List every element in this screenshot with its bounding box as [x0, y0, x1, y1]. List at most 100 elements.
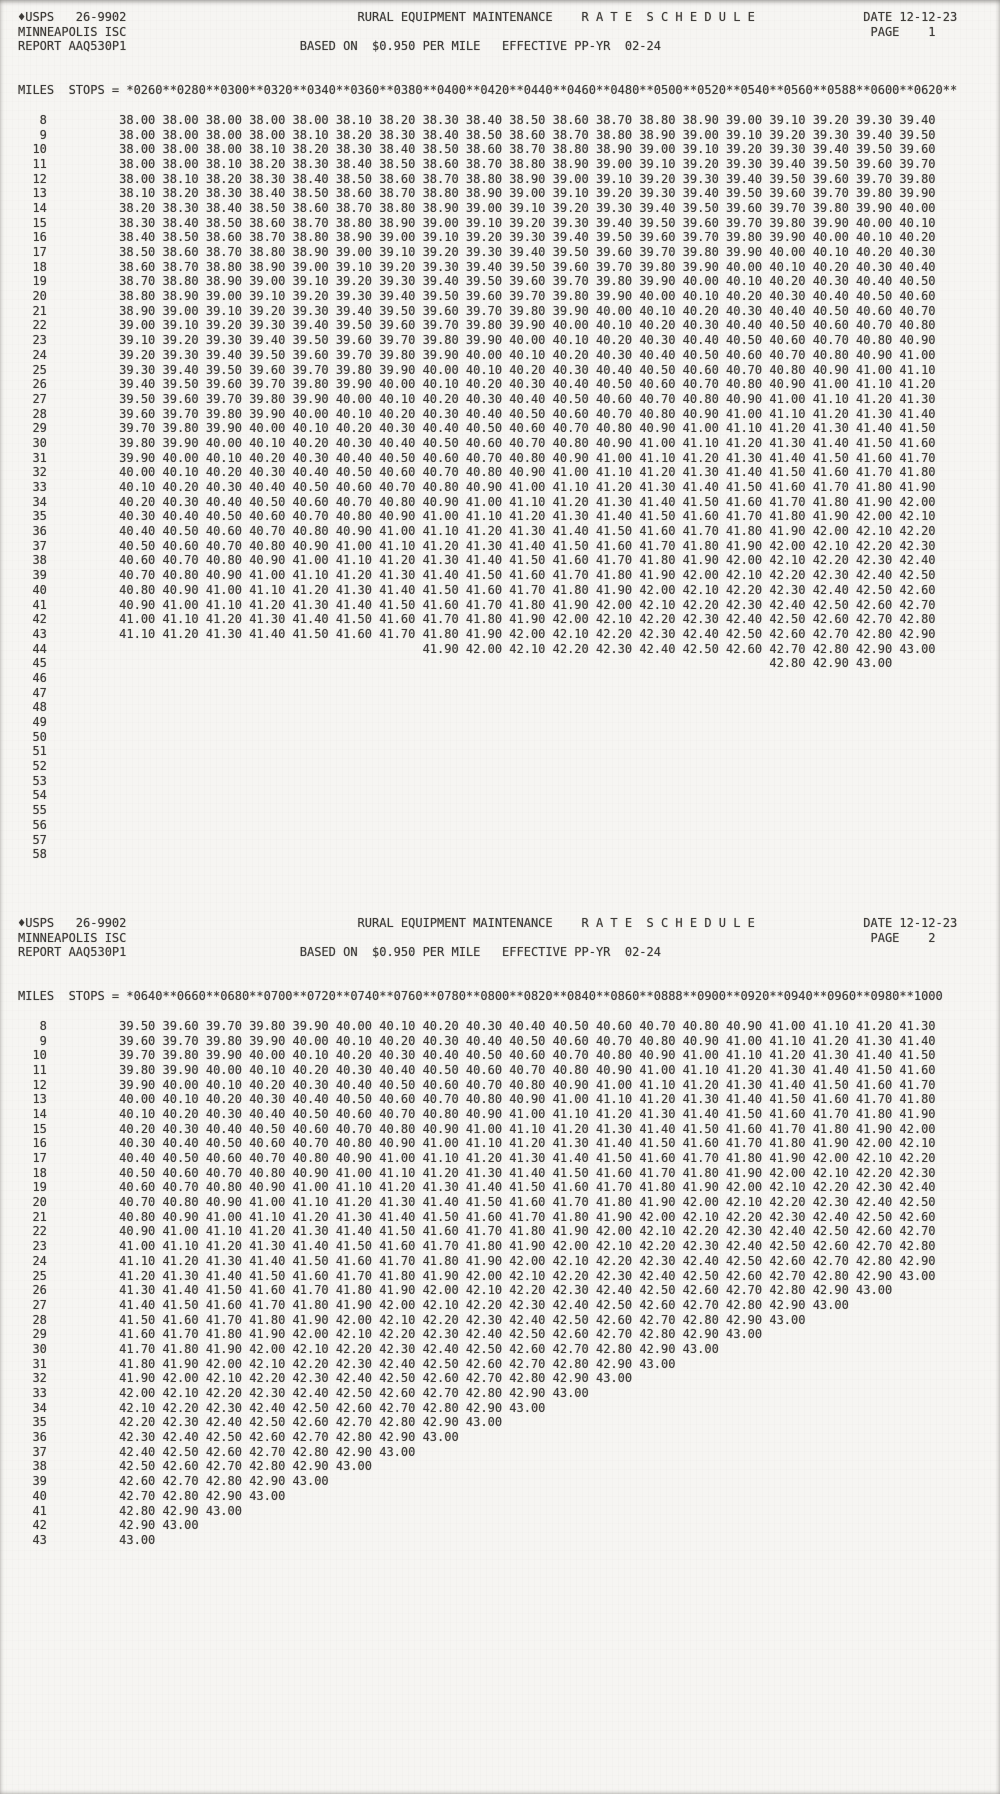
rate-row-mile-35: 35 42.20 42.30 42.40 42.50 42.60 42.70 4…	[18, 1415, 503, 1430]
rate-row-mile-15: 15 40.20 40.30 40.40 40.50 40.60 40.70 4…	[18, 1121, 936, 1136]
rate-row-mile-56: 56	[18, 817, 120, 832]
rate-row-mile-36: 36 42.30 42.40 42.50 42.60 42.70 42.80 4…	[18, 1430, 459, 1445]
miles-stops-label: MILES STOPS =	[18, 989, 127, 1004]
rate-row-mile-21: 21 40.80 40.90 41.00 41.10 41.20 41.30 4…	[18, 1209, 936, 1224]
rate-row-mile-55: 55	[18, 803, 120, 818]
header-line-3: REPORT AAQ530P1 BASED ON $0.950 PER MILE…	[18, 39, 982, 54]
rate-row-mile-8: 8 38.00 38.00 38.00 38.00 38.00 38.10 38…	[18, 112, 936, 127]
rate-row-mile-23: 23 39.10 39.20 39.30 39.40 39.50 39.60 3…	[18, 333, 936, 348]
rate-row-mile-30: 30 41.70 41.80 41.90 42.00 42.10 42.20 4…	[18, 1341, 719, 1356]
page-number: PAGE 2	[870, 930, 936, 945]
rate-row-mile-17: 17 38.50 38.60 38.70 38.80 38.90 39.00 3…	[18, 245, 936, 259]
rate-row-mile-48: 48	[18, 700, 120, 715]
report-title: RURAL EQUIPMENT MAINTENANCE	[357, 10, 553, 24]
rate-row-mile-24: 24 39.20 39.30 39.40 39.50 39.60 39.70 3…	[18, 347, 936, 362]
rate-row-mile-12: 12 39.90 40.00 40.10 40.20 40.30 40.40 4…	[18, 1077, 936, 1092]
rate-row-mile-40: 40 40.80 40.90 41.00 41.10 41.20 41.30 4…	[18, 582, 936, 597]
rate-row-mile-39: 39 42.60 42.70 42.80 42.90 43.00	[18, 1474, 329, 1489]
column-header-line: MILES STOPS = *0640**0660**0680**0700**0…	[18, 989, 982, 1004]
rate-row-mile-54: 54	[18, 788, 120, 803]
rate-row-mile-22: 22 39.00 39.10 39.20 39.30 39.40 39.50 3…	[18, 318, 936, 333]
miles-stops-label: MILES STOPS =	[18, 83, 127, 98]
rate-row-mile-17: 17 40.40 40.50 40.60 40.70 40.80 40.90 4…	[18, 1151, 936, 1165]
blank-line	[18, 960, 982, 975]
rate-row-mile-34: 34 40.20 40.30 40.40 40.50 40.60 40.70 4…	[18, 494, 936, 509]
office-name: MINNEAPOLIS ISC	[18, 24, 127, 39]
report-title: RURAL EQUIPMENT MAINTENANCE	[357, 916, 553, 930]
rate-row-mile-16: 16 38.40 38.50 38.60 38.70 38.80 38.90 3…	[18, 230, 936, 245]
rate-row-mile-57: 57	[18, 832, 120, 847]
rate-row-mile-18: 18 40.50 40.60 40.70 40.80 40.90 41.00 4…	[18, 1165, 936, 1180]
rate-row-mile-31: 31 41.80 41.90 42.00 42.10 42.20 42.30 4…	[18, 1356, 676, 1371]
rate-row-mile-8: 8 39.50 39.60 39.70 39.80 39.90 40.00 40…	[18, 1018, 936, 1033]
rate-row-mile-45: 45 42.80 42.90 43.00	[18, 656, 893, 671]
rate-basis-line: BASED ON $0.950 PER MILE EFFECTIVE PP-YR…	[299, 945, 661, 960]
rate-row-mile-13: 13 40.00 40.10 40.20 40.30 40.40 40.50 4…	[18, 1092, 936, 1107]
report-page-1: ♦USPS 26-9902 RURAL EQUIPMENT MAINTENANC…	[18, 10, 982, 862]
rate-row-mile-40: 40 42.70 42.80 42.90 43.00	[18, 1488, 286, 1503]
rate-row-mile-19: 19 38.70 38.80 38.90 39.00 39.10 39.20 3…	[18, 274, 936, 289]
header-line-2: MINNEAPOLIS ISC PAGE 1	[18, 25, 982, 40]
blank-line	[18, 69, 982, 84]
rate-row-mile-37: 37 42.40 42.50 42.60 42.70 42.80 42.90 4…	[18, 1444, 416, 1459]
rate-row-mile-47: 47	[18, 685, 120, 700]
report-id: REPORT AAQ530P1	[18, 945, 127, 960]
rate-row-mile-35: 35 40.30 40.40 40.50 40.60 40.70 40.80 4…	[18, 509, 936, 524]
schedule-label: R A T E S C H E D U L E	[581, 916, 755, 930]
rate-row-mile-44: 44 41.90 42.00 42.10 42.20 42.30 42.40 4…	[18, 641, 936, 656]
rate-row-mile-36: 36 40.40 40.50 40.60 40.70 40.80 40.90 4…	[18, 524, 936, 539]
rate-row-mile-23: 23 41.00 41.10 41.20 41.30 41.40 41.50 4…	[18, 1239, 936, 1254]
report-id: REPORT AAQ530P1	[18, 39, 127, 54]
rate-row-mile-16: 16 40.30 40.40 40.50 40.60 40.70 40.80 4…	[18, 1136, 936, 1151]
rate-row-mile-39: 39 40.70 40.80 40.90 41.00 41.10 41.20 4…	[18, 568, 936, 583]
rate-row-mile-24: 24 41.10 41.20 41.30 41.40 41.50 41.60 4…	[18, 1253, 936, 1268]
rate-row-mile-9: 9 38.00 38.00 38.00 38.00 38.10 38.20 38…	[18, 127, 936, 142]
report-page-2: ♦USPS 26-9902 RURAL EQUIPMENT MAINTENANC…	[18, 916, 982, 1548]
rate-row-mile-38: 38 42.50 42.60 42.70 42.80 42.90 43.00	[18, 1459, 373, 1474]
rate-row-mile-34: 34 42.10 42.20 42.30 42.40 42.50 42.60 4…	[18, 1400, 546, 1415]
usps-org-id: ♦USPS 26-9902	[18, 10, 127, 24]
rate-table-body: 8 39.50 39.60 39.70 39.80 39.90 40.00 40…	[18, 1019, 982, 1548]
rate-row-mile-10: 10 38.00 38.00 38.00 38.10 38.20 38.30 3…	[18, 142, 936, 157]
rate-row-mile-27: 27 41.40 41.50 41.60 41.70 41.80 41.90 4…	[18, 1297, 849, 1312]
rate-row-mile-32: 32 40.00 40.10 40.20 40.30 40.40 40.50 4…	[18, 465, 936, 480]
rate-row-mile-12: 12 38.00 38.10 38.20 38.30 38.40 38.50 3…	[18, 171, 936, 186]
rate-row-mile-26: 26 41.30 41.40 41.50 41.60 41.70 41.80 4…	[18, 1283, 893, 1298]
rate-row-mile-41: 41 42.80 42.90 43.00	[18, 1503, 242, 1518]
rate-row-mile-29: 29 41.60 41.70 41.80 41.90 42.00 42.10 4…	[18, 1327, 763, 1342]
rate-row-mile-30: 30 39.80 39.90 40.00 40.10 40.20 40.30 4…	[18, 435, 936, 450]
rate-row-mile-42: 42 42.90 43.00	[18, 1518, 199, 1533]
rate-row-mile-20: 20 38.80 38.90 39.00 39.10 39.20 39.30 3…	[18, 289, 936, 304]
rate-row-mile-11: 11 39.80 39.90 40.00 40.10 40.20 40.30 4…	[18, 1062, 936, 1077]
rate-row-mile-28: 28 41.50 41.60 41.70 41.80 41.90 42.00 4…	[18, 1312, 806, 1327]
rate-row-mile-51: 51	[18, 744, 120, 759]
rate-row-mile-21: 21 38.90 39.00 39.10 39.20 39.30 39.40 3…	[18, 303, 936, 318]
blank-line	[18, 975, 982, 990]
rate-row-mile-32: 32 41.90 42.00 42.10 42.20 42.30 42.40 4…	[18, 1371, 633, 1386]
rate-row-mile-43: 43 43.00	[18, 1532, 156, 1547]
header-line-3: REPORT AAQ530P1 BASED ON $0.950 PER MILE…	[18, 945, 982, 960]
rate-row-mile-28: 28 39.60 39.70 39.80 39.90 40.00 40.10 4…	[18, 406, 936, 421]
rate-basis-line: BASED ON $0.950 PER MILE EFFECTIVE PP-YR…	[299, 39, 661, 54]
page-number: PAGE 1	[870, 24, 936, 39]
rate-row-mile-22: 22 40.90 41.00 41.10 41.20 41.30 41.40 4…	[18, 1224, 936, 1239]
blank-line	[18, 54, 982, 69]
rate-row-mile-27: 27 39.50 39.60 39.70 39.80 39.90 40.00 4…	[18, 391, 936, 406]
blank-line	[18, 98, 982, 113]
rate-row-mile-15: 15 38.30 38.40 38.50 38.60 38.70 38.80 3…	[18, 215, 936, 230]
rate-row-mile-26: 26 39.40 39.50 39.60 39.70 39.80 39.90 4…	[18, 377, 936, 392]
rate-row-mile-29: 29 39.70 39.80 39.90 40.00 40.10 40.20 4…	[18, 421, 936, 436]
rate-row-mile-33: 33 40.10 40.20 40.30 40.40 40.50 40.60 4…	[18, 480, 936, 494]
rate-table-body: 8 38.00 38.00 38.00 38.00 38.00 38.10 38…	[18, 113, 982, 862]
column-header-line: MILES STOPS = *0260**0280**0300**0320**0…	[18, 83, 982, 98]
rate-row-mile-41: 41 40.90 41.00 41.10 41.20 41.30 41.40 4…	[18, 597, 936, 612]
rate-row-mile-43: 43 41.10 41.20 41.30 41.40 41.50 41.60 4…	[18, 626, 936, 641]
rate-row-mile-25: 25 39.30 39.40 39.50 39.60 39.70 39.80 3…	[18, 362, 936, 377]
report-date: DATE 12-12-23	[863, 916, 958, 930]
rate-row-mile-52: 52	[18, 759, 120, 774]
rate-row-mile-14: 14 38.20 38.30 38.40 38.50 38.60 38.70 3…	[18, 200, 936, 215]
header-line-1: ♦USPS 26-9902 RURAL EQUIPMENT MAINTENANC…	[18, 916, 982, 931]
rate-row-mile-33: 33 42.00 42.10 42.20 42.30 42.40 42.50 4…	[18, 1386, 589, 1400]
header-line-2: MINNEAPOLIS ISC PAGE 2	[18, 931, 982, 946]
rate-row-mile-58: 58	[18, 847, 120, 862]
